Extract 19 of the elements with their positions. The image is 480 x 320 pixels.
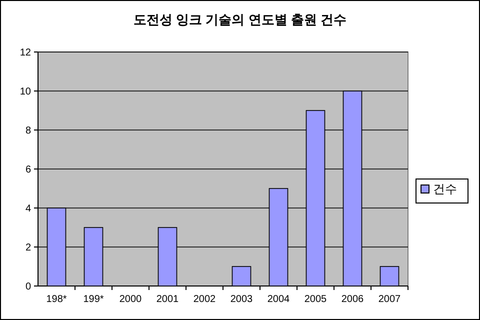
chart-title: 도전성 잉크 기술의 연도별 출원 건수	[133, 12, 347, 27]
x-tick-label: 199*	[83, 294, 104, 305]
x-tick-label: 2001	[156, 294, 180, 305]
x-tick-label: 2006	[341, 294, 364, 305]
y-tick-label: 8	[25, 126, 32, 136]
x-tick-label: 2005	[304, 294, 328, 305]
x-tick-label: 2004	[267, 294, 290, 305]
y-tick-label: 0	[25, 282, 32, 292]
y-tick-label: 2	[25, 242, 32, 254]
legend-label: 건수	[433, 182, 457, 196]
x-tick-label: 2000	[119, 294, 142, 305]
y-tick-label: 10	[20, 86, 32, 98]
y-tick-label: 12	[20, 48, 32, 58]
y-tick-label: 6	[25, 164, 32, 176]
x-tick-label: 2003	[230, 294, 254, 305]
x-tick-label: 2002	[193, 294, 216, 305]
x-tick-label: 2007	[378, 294, 402, 305]
y-tick-label: 4	[25, 204, 32, 214]
x-tick-label: 198*	[46, 294, 67, 305]
